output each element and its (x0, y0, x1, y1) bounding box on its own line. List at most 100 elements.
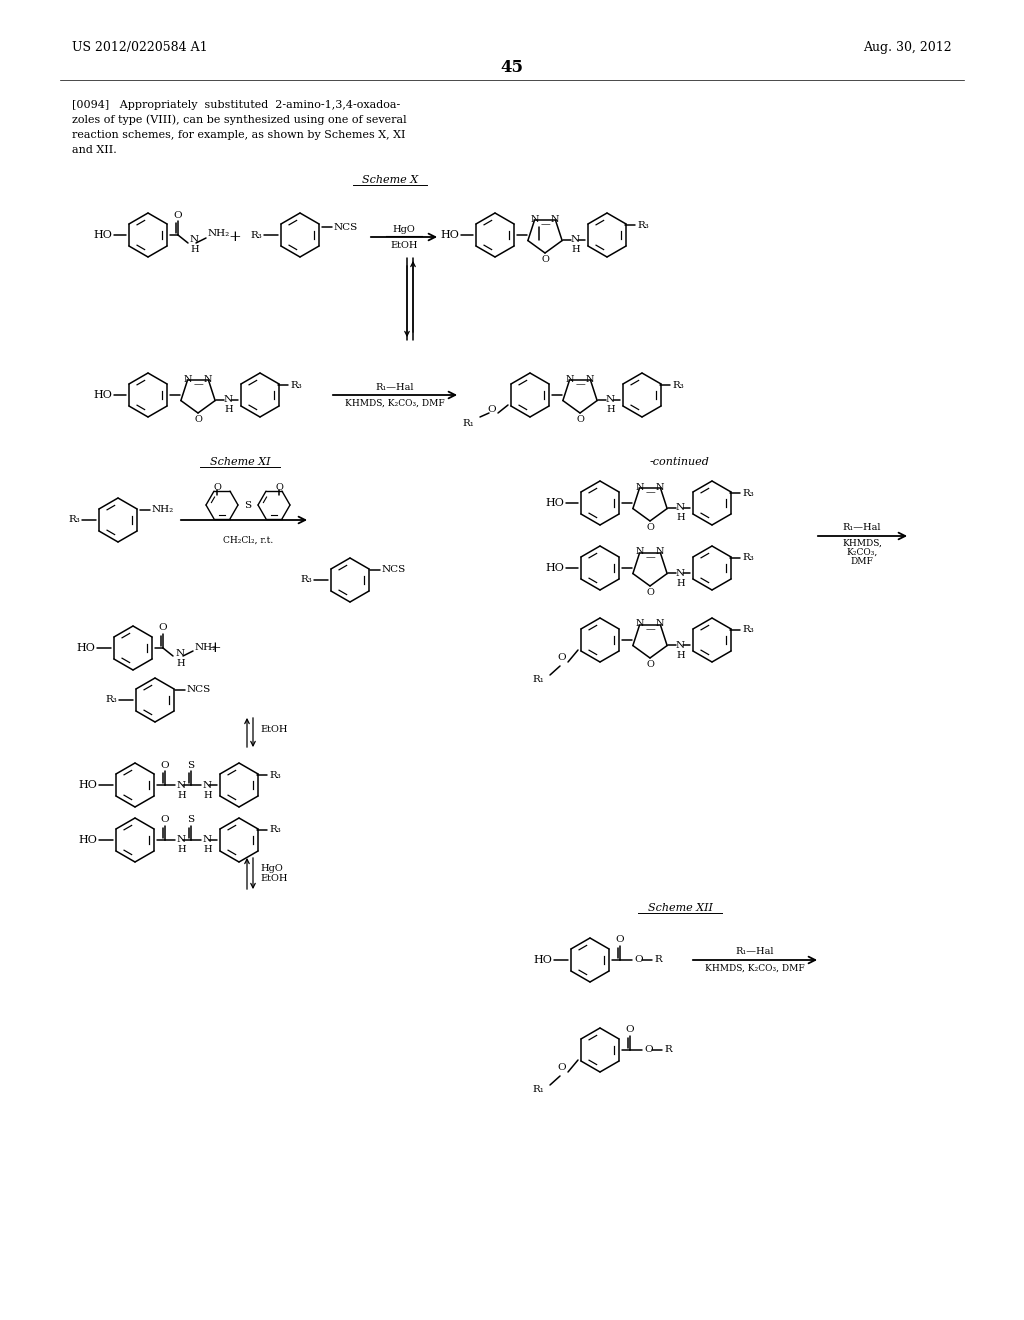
Text: N: N (656, 619, 665, 628)
Text: R₃: R₃ (742, 553, 754, 562)
Text: S: S (245, 500, 252, 510)
Text: N: N (636, 483, 644, 491)
Text: H: H (676, 651, 685, 660)
Text: CH₂Cl₂, r.t.: CH₂Cl₂, r.t. (223, 536, 273, 544)
Text: —: — (194, 380, 203, 389)
Text: N: N (676, 503, 685, 512)
Text: O: O (615, 936, 625, 945)
Text: S: S (187, 760, 195, 770)
Text: O: O (195, 414, 202, 424)
Text: N: N (586, 375, 595, 384)
Text: H: H (177, 846, 185, 854)
Text: N: N (224, 396, 233, 404)
Text: O: O (159, 623, 167, 632)
Text: O: O (557, 653, 566, 663)
Text: O: O (577, 414, 584, 424)
Text: O: O (646, 523, 654, 532)
Text: H: H (177, 791, 185, 800)
Text: O: O (213, 483, 221, 492)
Text: —: — (645, 488, 655, 498)
Text: reaction schemes, for example, as shown by Schemes X, XI: reaction schemes, for example, as shown … (72, 129, 406, 140)
Text: R₃: R₃ (672, 380, 684, 389)
Text: +: + (228, 230, 242, 244)
Text: R₁: R₁ (532, 676, 544, 685)
Text: O: O (557, 1064, 566, 1072)
Text: H: H (190, 244, 199, 253)
Text: R₁—Hal: R₁—Hal (843, 524, 882, 532)
Text: O: O (644, 1045, 652, 1055)
Text: H: H (676, 513, 685, 523)
Text: R₁—Hal: R₁—Hal (736, 948, 774, 957)
Text: N: N (571, 235, 581, 244)
Text: HO: HO (93, 230, 112, 240)
Text: N: N (177, 836, 186, 845)
Text: N: N (176, 648, 185, 657)
Text: O: O (487, 404, 496, 413)
Text: 45: 45 (501, 59, 523, 77)
Text: R₃: R₃ (742, 626, 754, 635)
Text: O: O (275, 483, 283, 492)
Text: HO: HO (93, 389, 112, 400)
Text: R₁—Hal: R₁—Hal (376, 383, 415, 392)
Text: HO: HO (440, 230, 459, 240)
Text: O: O (626, 1026, 634, 1035)
Text: H: H (224, 405, 232, 414)
Text: N: N (177, 780, 186, 789)
Text: HO: HO (78, 836, 97, 845)
Text: R₃: R₃ (300, 576, 312, 585)
Text: N: N (190, 235, 199, 243)
Text: R: R (664, 1045, 672, 1055)
Text: NCS: NCS (334, 223, 358, 231)
Text: R₃: R₃ (290, 380, 302, 389)
Text: DMF: DMF (851, 557, 873, 565)
Text: N: N (530, 214, 539, 223)
Text: N: N (204, 375, 213, 384)
Text: N: N (565, 375, 574, 384)
Text: N: N (183, 375, 193, 384)
Text: —: — (645, 553, 655, 562)
Text: HO: HO (545, 564, 564, 573)
Text: R₃: R₃ (269, 771, 281, 780)
Text: R₁: R₁ (532, 1085, 544, 1094)
Text: R₃: R₃ (69, 516, 80, 524)
Text: EtOH: EtOH (260, 725, 288, 734)
Text: R₃: R₃ (250, 231, 262, 239)
Text: HO: HO (534, 954, 552, 965)
Text: O: O (541, 255, 549, 264)
Text: —: — (645, 626, 655, 635)
Text: N: N (606, 396, 615, 404)
Text: H: H (571, 246, 580, 255)
Text: HgO: HgO (392, 224, 416, 234)
Text: H: H (203, 791, 212, 800)
Text: N: N (203, 780, 212, 789)
Text: S: S (187, 816, 195, 825)
Text: NCS: NCS (187, 685, 211, 694)
Text: —: — (575, 380, 585, 389)
Text: HO: HO (78, 780, 97, 789)
Text: +: + (209, 642, 221, 655)
Text: R₃: R₃ (269, 825, 281, 834)
Text: US 2012/0220584 A1: US 2012/0220584 A1 (72, 41, 208, 54)
Text: O: O (174, 210, 182, 219)
Text: R₃: R₃ (637, 220, 649, 230)
Text: H: H (676, 578, 685, 587)
Text: NCS: NCS (382, 565, 407, 574)
Text: KHMDS, K₂CO₃, DMF: KHMDS, K₂CO₃, DMF (345, 399, 444, 408)
Text: H: H (176, 659, 184, 668)
Text: -continued: -continued (650, 457, 710, 467)
Text: O: O (161, 760, 169, 770)
Text: EtOH: EtOH (390, 240, 418, 249)
Text: KHMDS,: KHMDS, (842, 539, 882, 548)
Text: NH₂: NH₂ (195, 644, 217, 652)
Text: O: O (646, 660, 654, 669)
Text: and XII.: and XII. (72, 145, 117, 154)
Text: H: H (606, 405, 614, 414)
Text: Scheme XI: Scheme XI (210, 457, 270, 467)
Text: HgO: HgO (260, 865, 283, 873)
Text: KHMDS, K₂CO₃, DMF: KHMDS, K₂CO₃, DMF (706, 964, 805, 973)
Text: NH₂: NH₂ (152, 506, 174, 515)
Text: EtOH: EtOH (260, 874, 288, 883)
Text: O: O (161, 816, 169, 825)
Text: Aug. 30, 2012: Aug. 30, 2012 (863, 41, 952, 54)
Text: N: N (636, 619, 644, 628)
